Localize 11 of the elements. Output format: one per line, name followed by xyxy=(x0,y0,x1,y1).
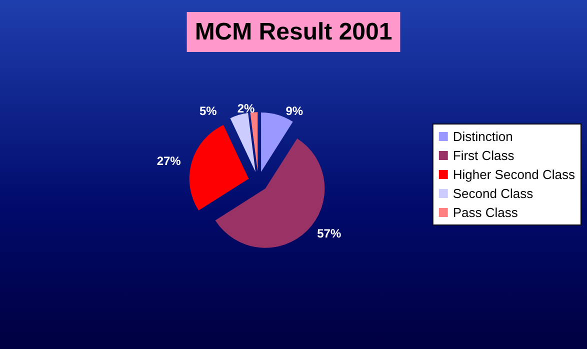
chart-title: MCM Result 2001 xyxy=(194,18,392,46)
legend-label: Distinction xyxy=(452,129,513,144)
data-label: 2% xyxy=(237,101,256,116)
legend-label: Second Class xyxy=(452,186,534,201)
data-label: 5% xyxy=(199,104,218,118)
data-label: 57% xyxy=(317,226,342,240)
data-label: 27% xyxy=(156,154,182,168)
legend-label: Pass Class xyxy=(452,205,518,220)
data-label: 9% xyxy=(286,104,304,118)
legend-label: First Class xyxy=(452,148,515,163)
legend-label: Higher Second Class xyxy=(452,167,576,182)
